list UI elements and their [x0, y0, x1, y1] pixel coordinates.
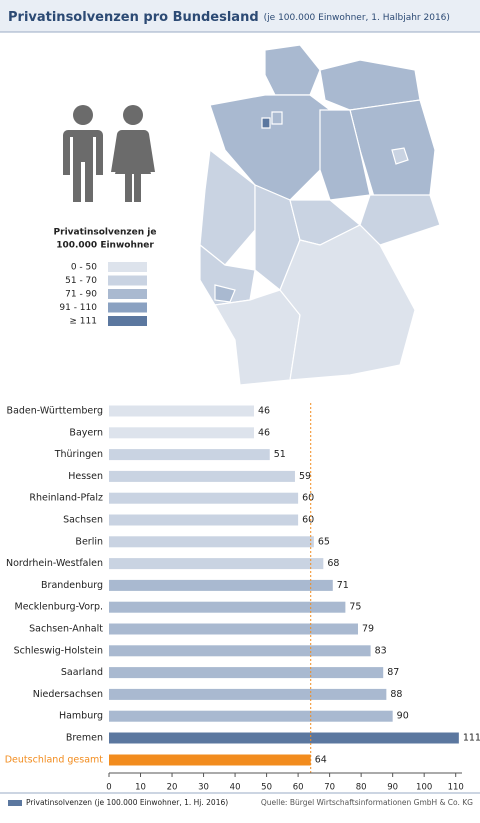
- map-legend: Privatinsolvenzen je 100.000 Einwohner 0 -…: [54, 228, 157, 327]
- map-legend-label: 51 - 70: [65, 276, 97, 286]
- bar: [109, 405, 254, 417]
- value-label: 65: [318, 536, 330, 547]
- bar: [109, 536, 314, 548]
- map-legend-swatch: [108, 302, 147, 313]
- x-tick-label: 60: [293, 783, 304, 793]
- value-label: 46: [258, 427, 270, 438]
- bar: [109, 601, 346, 613]
- x-tick-label: 30: [198, 783, 209, 793]
- map-legend-label: 71 - 90: [65, 290, 97, 300]
- source: Quelle: Bürgel Wirtschaftsinformationen …: [261, 798, 473, 807]
- category-label: Saarland: [61, 667, 103, 678]
- category-label: Rheinland-Pfalz: [29, 493, 103, 504]
- x-tick-label: 40: [230, 783, 241, 793]
- bar: [109, 754, 311, 766]
- category-label: Bremen: [66, 733, 103, 744]
- value-label: 60: [302, 515, 314, 526]
- map-legend-swatch: [108, 262, 147, 272]
- bar: [109, 579, 333, 591]
- value-label: 60: [302, 493, 314, 504]
- value-label: 46: [258, 406, 270, 417]
- value-label: 68: [327, 558, 339, 569]
- bar-chart: Baden-Württemberg 46 Bayern 46 Thüringen 51 He…: [0, 403, 480, 807]
- map-legend-swatch: [108, 275, 147, 286]
- value-label: 111: [463, 733, 480, 744]
- category-label: Hessen: [68, 471, 103, 482]
- bar: [109, 732, 459, 744]
- x-tick-label: 70: [324, 783, 335, 793]
- value-label: 90: [397, 711, 409, 722]
- x-tick-label: 110: [448, 783, 464, 793]
- value-label: 51: [274, 449, 286, 460]
- category-label: Deutschland gesamt: [5, 755, 104, 766]
- x-tick-label: 50: [261, 783, 272, 793]
- x-tick-label: 10: [135, 783, 146, 793]
- value-label: 88: [390, 689, 402, 700]
- category-label: Brandenburg: [41, 580, 103, 591]
- category-label: Bayern: [69, 427, 103, 438]
- category-label: Nordrhein-Westfalen: [6, 558, 103, 569]
- x-tick-label: 0: [106, 783, 111, 793]
- value-label: 87: [387, 667, 399, 678]
- category-label: Sachsen-Anhalt: [29, 624, 103, 635]
- category-label: Thüringen: [54, 449, 103, 460]
- value-label: 75: [349, 602, 361, 613]
- map-legend-swatch: [108, 289, 147, 299]
- map-legend-label: 91 - 110: [59, 303, 97, 313]
- bar: [109, 623, 358, 635]
- bar: [109, 710, 393, 722]
- map-legend-label: 0 - 50: [71, 263, 97, 273]
- bar: [109, 645, 371, 657]
- title-main: Privatinsolvenzen pro Bundesland: [8, 10, 259, 25]
- category-label: Niedersachsen: [33, 689, 103, 700]
- value-label: 59: [299, 471, 311, 482]
- footer-legend-label: Privatinsolvenzen (je 100.000 Einwohner,…: [26, 798, 228, 807]
- value-label: 71: [337, 580, 349, 591]
- bar: [109, 514, 299, 526]
- subtitle: (je 100.000 Einwohner, 1. Halbjahr 2016): [264, 13, 450, 23]
- x-tick-label: 100: [416, 783, 432, 793]
- bar: [109, 558, 324, 570]
- title-bar: [0, 0, 480, 32]
- bar: [109, 449, 270, 461]
- value-label: 79: [362, 624, 374, 635]
- category-label: Hamburg: [59, 711, 103, 722]
- value-label: 83: [375, 645, 387, 656]
- category-label: Baden-Württemberg: [7, 406, 103, 417]
- map-legend-title: 100.000 Einwohner: [56, 241, 154, 251]
- value-label: 64: [315, 755, 327, 766]
- map-legend-swatch: [108, 316, 147, 326]
- people-icons: [63, 105, 155, 202]
- x-tick-label: 20: [167, 783, 178, 793]
- x-tick-label: 90: [387, 783, 398, 793]
- category-label: Schleswig-Holstein: [14, 645, 103, 656]
- map: [199, 44, 441, 386]
- category-label: Berlin: [75, 536, 103, 547]
- bar: [109, 492, 299, 504]
- bar: [109, 688, 387, 700]
- category-label: Sachsen: [63, 515, 103, 526]
- category-label: Mecklenburg-Vorp.: [15, 602, 104, 613]
- x-tick-label: 80: [356, 783, 367, 793]
- bar: [109, 427, 254, 439]
- map-legend-label: ≥ 111: [69, 317, 97, 327]
- bar: [109, 667, 384, 679]
- bar: [109, 470, 295, 482]
- title: Privatinsolvenzen pro Bundesland (je 100.…: [8, 10, 450, 25]
- footer-legend-swatch: [8, 800, 22, 806]
- map-legend-title: Privatinsolvenzen je: [54, 228, 157, 238]
